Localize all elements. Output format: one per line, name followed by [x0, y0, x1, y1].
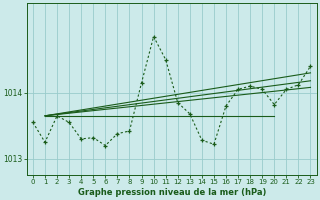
X-axis label: Graphe pression niveau de la mer (hPa): Graphe pression niveau de la mer (hPa): [77, 188, 266, 197]
